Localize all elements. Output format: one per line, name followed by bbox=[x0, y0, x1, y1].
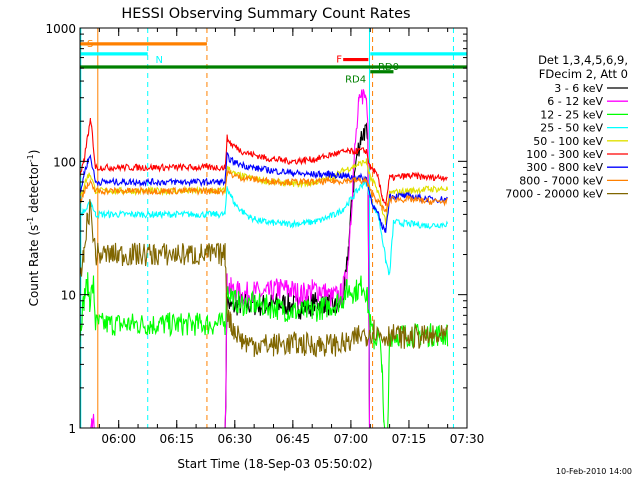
legend-label-8: 7000 - 20000 keV bbox=[505, 188, 603, 201]
state-label-3: F bbox=[336, 55, 342, 66]
y-tick-label-1: 10 bbox=[61, 289, 76, 303]
series-line-6 bbox=[80, 151, 448, 233]
series-line-8 bbox=[80, 199, 449, 358]
legend-label-0: 3 - 6 keV bbox=[554, 82, 603, 95]
y-axis-label-mid: detector bbox=[27, 162, 41, 217]
y-axis-label: Count Rate (s-1 detector-1) bbox=[26, 150, 41, 307]
state-label-6: RD0 bbox=[378, 62, 399, 73]
legend-header-line-2: FDecim 2, Att 0 bbox=[539, 67, 628, 81]
legend-label-5: 100 - 300 keV bbox=[526, 148, 603, 161]
series-line-2 bbox=[80, 272, 449, 428]
legend-label-4: 50 - 100 keV bbox=[533, 135, 603, 148]
y-tick-label-2: 100 bbox=[53, 155, 76, 169]
y-axis-label-end: ) bbox=[27, 150, 41, 155]
legend-label-6: 300 - 800 keV bbox=[526, 161, 603, 174]
series-line-0 bbox=[80, 122, 371, 428]
plot-frame bbox=[79, 27, 468, 429]
y-axis-label-sup2: -1 bbox=[26, 154, 35, 162]
x-tick-label-5: 07:15 bbox=[392, 432, 427, 446]
x-tick-label-0: 06:00 bbox=[101, 432, 136, 446]
y-tick-label-0: 1 bbox=[68, 422, 76, 436]
chart-title: HESSI Observing Summary Count Rates bbox=[121, 6, 410, 22]
plot-inner bbox=[80, 28, 454, 428]
state-label-1: N bbox=[155, 55, 162, 66]
x-axis: 06:00 06:15 06:30 06:45 07:00 07:15 07:30 bbox=[79, 28, 485, 446]
legend-label-2: 12 - 25 keV bbox=[540, 108, 603, 121]
y-axis: 1 10 100 1000 bbox=[45, 22, 467, 436]
footer-date: 10-Feb-2010 14:00 bbox=[556, 467, 632, 476]
series-line-5 bbox=[80, 117, 448, 206]
legend-label-7: 800 - 7000 keV bbox=[519, 174, 603, 187]
x-axis-label: Start Time (18-Sep-03 05:50:02) bbox=[177, 457, 372, 471]
y-axis-label-sup1: -1 bbox=[26, 217, 35, 225]
x-tick-label-6: 07:30 bbox=[450, 432, 485, 446]
state-label-0: S bbox=[87, 39, 93, 50]
x-tick-label-3: 06:45 bbox=[276, 432, 311, 446]
legend-label-1: 6 - 12 keV bbox=[547, 95, 603, 108]
state-label-5: RD4 bbox=[345, 75, 366, 86]
y-tick-label-3: 1000 bbox=[45, 22, 76, 36]
x-tick-label-1: 06:15 bbox=[159, 432, 194, 446]
series-line-3 bbox=[80, 178, 449, 276]
series-line-7 bbox=[80, 169, 448, 213]
legend-label-3: 25 - 50 keV bbox=[540, 122, 603, 135]
legend-header-line-1: Det 1,3,4,5,6,9, bbox=[538, 53, 628, 67]
legend: Det 1,3,4,5,6,9, FDecim 2, Att 0 3 - 6 k… bbox=[505, 53, 628, 201]
x-tick-label-2: 06:30 bbox=[218, 432, 253, 446]
y-axis-label-main: Count Rate (s bbox=[27, 225, 41, 307]
x-tick-label-4: 07:00 bbox=[334, 432, 369, 446]
